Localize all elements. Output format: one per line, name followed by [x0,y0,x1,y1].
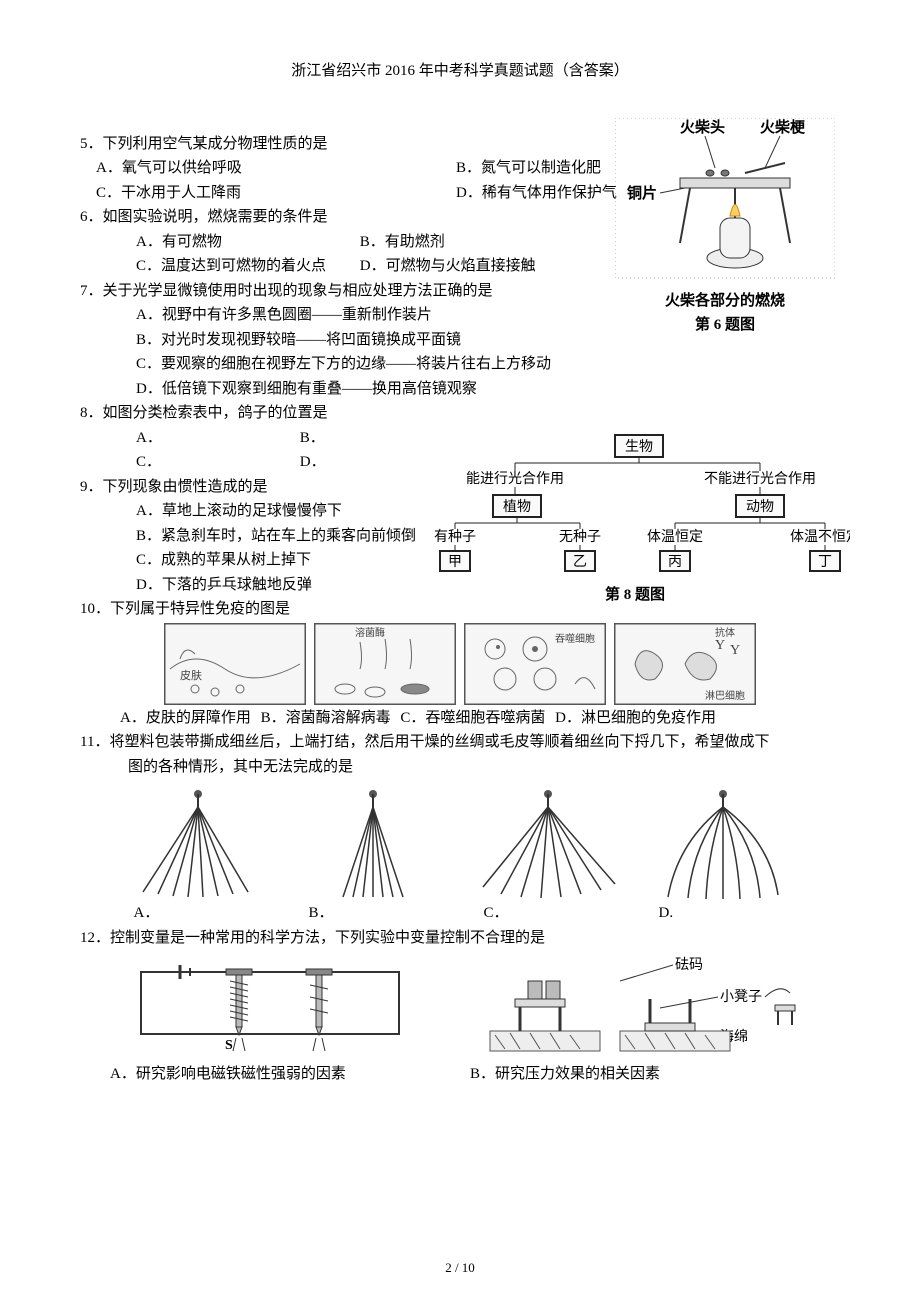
figure-q6: 火柴头 火柴梗 铜片 [610,118,840,337]
q12-label-s: S [225,1038,233,1053]
figure-q8-caption: 第 8 题图 [420,584,850,607]
q12-images: S [80,953,840,1063]
q10-B: B．溶菌酶溶解病毒 [261,707,391,730]
q5-C: C．干冰用于人工降雨 [96,182,456,205]
q10-images: 皮肤 溶菌酶 吞噬细胞 [80,623,840,705]
q12-label-weight: 砝码 [675,957,703,973]
q6-B: B．有助燃剂 [360,234,445,250]
q11-labels: A． B． C． D. [80,902,840,925]
q11-A: A． [112,902,284,925]
q12-stem: 12．控制变量是一种常用的科学方法，下列实验中变量控制不合理的是 [80,927,840,950]
fig8-l3a: 有种子 [434,529,476,545]
fig8-leaf-d: 丁 [818,555,832,570]
q11-B: B． [287,902,459,925]
q10-img-d: 抗体 淋巴细胞 Y Y [614,623,756,705]
q10-C: C．吞噬细胞吞噬病菌 [400,707,545,730]
q5-D: D．稀有气体用作保护气 [456,182,617,205]
q12-img-a: S [120,953,420,1063]
figure-q6-svg: 火柴头 火柴梗 铜片 [615,118,835,288]
fig8-l3b: 无种子 [559,529,601,545]
fig6-label-copper: 铜片 [627,184,657,202]
fig8-l2b: 动物 [746,499,774,515]
q8-D: D． [300,454,326,470]
q12-img-b: 砝码 小凳子 海绵 [460,953,800,1063]
page-footer: 2 / 10 [0,1258,920,1278]
fig8-l3d: 体温不恒定 [790,529,850,545]
q12-label-stool: 小凳子 [720,989,762,1005]
q11-img-b [298,782,448,902]
page: 浙江省绍兴市 2016 年中考科学真题试题（含答案） 火柴头 火柴梗 铜片 [0,0,920,1302]
fig8-root: 生物 [625,439,653,455]
q8-A: A． [136,427,296,450]
svg-text:Y: Y [730,643,740,658]
page-title: 浙江省绍兴市 2016 年中考科学真题试题（含答案） [80,60,840,83]
fig8-l1b: 不能进行光合作用 [704,471,816,487]
q8-B: B． [300,430,325,446]
q11-stem1: 11．将塑料包装带撕成细丝后，上端打结，然后用干燥的丝绸或毛皮等顺着细丝向下捋几… [80,731,840,754]
q10-A: A．皮肤的屏障作用 [120,707,251,730]
q5-A: A．氧气可以供给呼吸 [96,157,456,180]
q12-B: B．研究压力效果的相关因素 [460,1063,820,1086]
q7-D: D．低倍镜下观察到细胞有重叠——换用高倍镜观察 [80,378,840,401]
fig6-label-stick: 火柴梗 [760,118,806,136]
q6-C: C．温度达到可燃物的着火点 [136,255,356,278]
q10-opts: A．皮肤的屏障作用 B．溶菌酶溶解病毒 C．吞噬细胞吞噬病菌 D．淋巴细胞的免疫… [80,707,840,730]
fig8-leaf-b: 乙 [573,554,587,570]
figure-q8: 生物 能进行光合作用 不能进行光合作用 植物 动物 有种子 无种子 [420,433,850,607]
figure-q6-caption1: 火柴各部分的燃烧 [610,290,840,313]
q11-stem2: 图的各种情形，其中无法完成的是 [80,756,840,779]
q10-D: D．淋巴细胞的免疫作用 [555,707,716,730]
fig8-leaf-c: 丙 [668,555,682,570]
fig8-l1a: 能进行光合作用 [466,471,564,487]
q12-labels: A．研究影响电磁铁磁性强弱的因素 B．研究压力效果的相关因素 [80,1063,840,1086]
fig8-l3c: 体温恒定 [647,529,703,545]
q7-C: C．要观察的细胞在视野左下方的边缘——将装片往右上方移动 [80,353,840,376]
q10-label-c: 吞噬细胞 [555,632,595,645]
q11-C: C． [462,902,634,925]
q10-img-c: 吞噬细胞 [464,623,606,705]
q8-C: C． [136,451,296,474]
q8-stem: 8．如图分类检索表中，鸽子的位置是 [80,402,840,425]
q10-img-a: 皮肤 [164,623,306,705]
q6-A: A．有可燃物 [136,231,356,254]
content-area: 火柴头 火柴梗 铜片 [80,133,840,1086]
q10-label-d2: 淋巴细胞 [705,689,745,702]
q11-images [80,782,840,902]
q6-D: D．可燃物与火焰直接接触 [360,258,536,274]
q11-img-a [123,782,273,902]
q10-label-b: 溶菌酶 [355,626,385,639]
figure-q6-caption2: 第 6 题图 [610,314,840,337]
q10-img-b: 溶菌酶 [314,623,456,705]
fig6-label-head: 火柴头 [680,118,725,136]
q5-B: B．氮气可以制造化肥 [456,157,601,180]
q11-img-c [473,782,623,902]
q11-img-d [648,782,798,902]
q10-label-a: 皮肤 [180,668,202,682]
svg-text:Y: Y [715,638,725,653]
figure-q8-svg: 生物 能进行光合作用 不能进行光合作用 植物 动物 有种子 无种子 [420,433,850,573]
fig8-l2a: 植物 [503,499,531,515]
q11-D: D. [637,902,809,925]
q12-A: A．研究影响电磁铁磁性强弱的因素 [100,1063,460,1086]
fig8-leaf-a: 甲 [448,555,462,570]
